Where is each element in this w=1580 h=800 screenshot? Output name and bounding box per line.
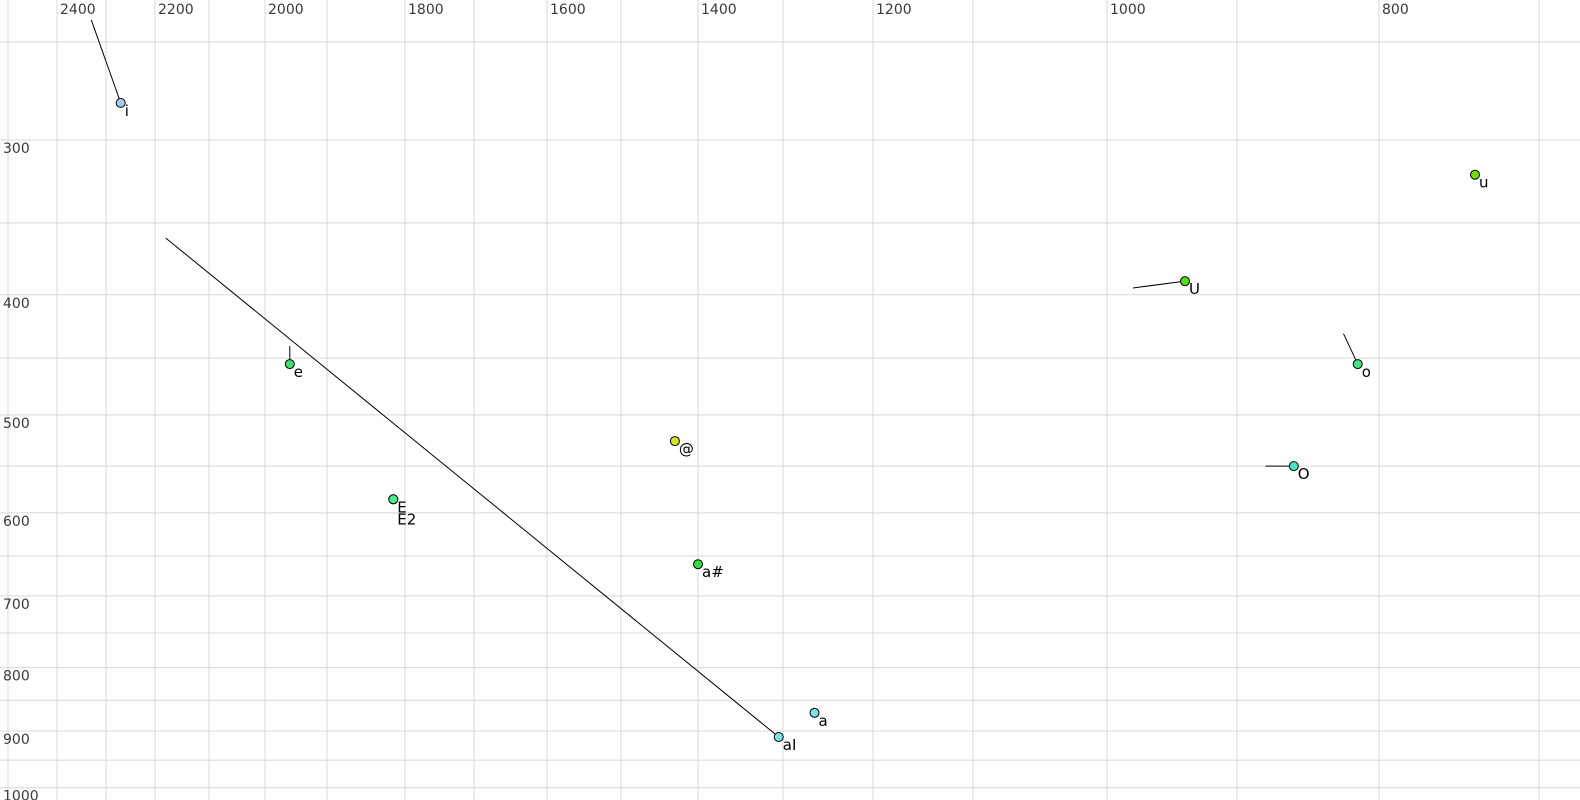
- y-tick-label: 300: [3, 141, 30, 157]
- vowel-dot-a[interactable]: [809, 707, 820, 718]
- vowel-label-a#: a#: [702, 563, 724, 581]
- vowel-label-E2: E2: [397, 510, 416, 528]
- vowel-label-a: a: [819, 712, 828, 730]
- vowel-dot-e[interactable]: [284, 359, 295, 370]
- x-tick-label: 1600: [550, 2, 586, 18]
- y-tick-label: 500: [3, 416, 30, 432]
- trajectory-line-U: [1132, 280, 1186, 289]
- vowel-label-aI: aI: [783, 736, 797, 754]
- vowel-dot-U[interactable]: [1180, 276, 1190, 287]
- vowel-dot-E2[interactable]: [388, 494, 399, 505]
- vowel-label-E: E: [397, 498, 406, 516]
- trajectory-line-o: [1343, 333, 1359, 365]
- vowel-dot-u[interactable]: [1470, 169, 1480, 180]
- trajectory-line-i: [90, 19, 122, 104]
- x-tick-label: 2200: [158, 2, 194, 18]
- vowel-dot-o[interactable]: [1352, 359, 1363, 370]
- vowel-dot-@[interactable]: [669, 436, 680, 447]
- vowel-label-o: o: [1362, 363, 1371, 381]
- vowel-label-u: u: [1479, 174, 1489, 192]
- y-tick-label: 400: [3, 296, 30, 312]
- y-axis-tick-labels: 300 400 500 600 700 800 900 1000: [3, 141, 39, 800]
- y-tick-label: 700: [3, 597, 30, 613]
- vowel-label-i: i: [125, 102, 129, 120]
- x-axis-tick-labels: 2400 2200 2000 1800 1600 1400 1200 1000 800: [60, 2, 1409, 18]
- vowel-label-e: e: [294, 363, 303, 381]
- vowel-points: [115, 97, 1480, 742]
- vowel-label-O: O: [1298, 465, 1310, 483]
- y-tick-label: 1000: [3, 789, 39, 800]
- vowel-dot-i[interactable]: [115, 97, 126, 108]
- vowel-label-@: @: [679, 440, 694, 458]
- x-tick-label: 1800: [408, 2, 444, 18]
- vowel-point-labels: i e EE2 @ a# a aI Uu o O: [125, 102, 1489, 754]
- x-tick-label: 1000: [1110, 2, 1146, 18]
- vowel-dot-a#[interactable]: [693, 559, 703, 570]
- x-tick-label: 2400: [60, 2, 96, 18]
- trajectory-line-aI: [165, 237, 780, 738]
- formant-trajectories: [90, 19, 1359, 738]
- x-tick-label: 800: [1382, 2, 1409, 18]
- y-tick-label: 800: [3, 669, 30, 685]
- y-tick-label: 600: [3, 514, 30, 530]
- vowel-dot-O[interactable]: [1288, 461, 1299, 472]
- y-tick-label: 900: [3, 732, 30, 748]
- x-tick-label: 1400: [701, 2, 737, 18]
- vowel-label-U: U: [1189, 280, 1200, 298]
- x-tick-label: 1200: [876, 2, 912, 18]
- x-tick-label: 2000: [268, 2, 304, 18]
- vowel-dot-aI[interactable]: [773, 731, 784, 742]
